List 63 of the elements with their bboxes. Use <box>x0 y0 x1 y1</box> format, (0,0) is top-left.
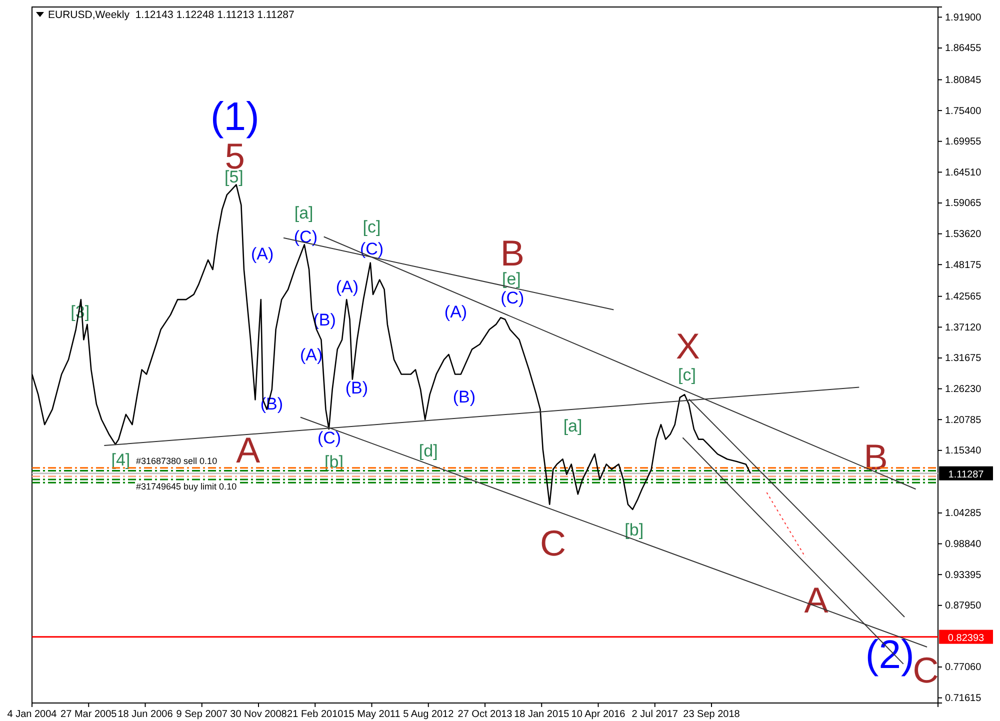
y-tick-label: 1.42565 <box>945 292 982 303</box>
annotation: (2) <box>865 633 914 677</box>
y-tick-label: 1.64510 <box>945 167 982 178</box>
y-tick-label: 1.91900 <box>945 12 982 24</box>
annotation: (C) <box>294 228 318 246</box>
x-tick-label: 4 Jan 2004 <box>7 709 58 720</box>
y-tick-label: 1.59065 <box>945 198 982 210</box>
y-tick-label: 1.80845 <box>945 74 982 86</box>
annotation: (B) <box>345 378 368 398</box>
annotation: [c] <box>362 218 381 236</box>
x-tick-label: 2 Jul 2017 <box>632 709 678 720</box>
y-tick-label: 1.37120 <box>945 322 982 334</box>
x-tick-label: 18 Jun 2006 <box>118 709 174 720</box>
ref-line-label: 0.82393 <box>948 632 985 644</box>
x-tick-label: 23 Sep 2018 <box>683 709 740 720</box>
x-tick-label: 15 May 2011 <box>343 709 401 720</box>
annotation: [b] <box>624 520 644 540</box>
x-tick-label: 18 Jan 2015 <box>514 709 570 720</box>
y-tick-label: 0.87950 <box>945 600 982 612</box>
ref-line-label: #31749645 buy limit 0.10 <box>136 481 237 492</box>
annotation: C <box>912 650 939 690</box>
annotation: (C) <box>360 240 384 258</box>
y-tick-label: 0.93395 <box>945 570 982 581</box>
annotation: (A) <box>250 244 274 264</box>
y-tick-label: 1.15340 <box>945 446 982 457</box>
y-tick-label: 1.53620 <box>945 228 982 240</box>
y-tick-label: 0.71615 <box>945 693 982 704</box>
annotation: [4] <box>111 450 130 470</box>
x-tick-label: 9 Sep 2007 <box>176 709 228 720</box>
y-tick-label: 1.31675 <box>945 353 982 364</box>
annotation: (1) <box>210 95 260 139</box>
annotation: [a] <box>563 416 582 436</box>
annotation: [d] <box>418 442 438 460</box>
y-tick-label: 1.86455 <box>945 43 982 54</box>
annotation: (A) <box>300 346 323 364</box>
annotation: [a] <box>294 204 314 222</box>
y-tick-label: 1.48175 <box>945 260 982 271</box>
annotation: (A) <box>336 278 359 296</box>
annotation: X <box>676 326 700 366</box>
annotation: (B) <box>452 388 476 406</box>
y-tick-label: 1.26230 <box>945 384 982 395</box>
ref-line-label: 1.11287 <box>948 469 984 480</box>
y-tick-label: 1.20785 <box>945 414 982 426</box>
annotation: (C) <box>500 288 524 308</box>
x-tick-label: 27 Oct 2013 <box>458 709 513 720</box>
x-tick-label: 27 Mar 2005 <box>60 709 118 720</box>
y-tick-label: 0.77060 <box>945 662 982 674</box>
ref-line-label: #31687380 sell 0.10 <box>136 456 218 466</box>
y-tick-label: 1.04285 <box>945 508 982 520</box>
annotation: A <box>236 430 260 470</box>
annotation: (C) <box>317 428 342 448</box>
annotation: (A) <box>444 302 468 322</box>
y-tick-label: 0.98840 <box>945 538 982 550</box>
annotation: B <box>864 436 888 478</box>
x-tick-label: 21 Feb 2010 <box>287 709 344 720</box>
x-tick-label: 5 Aug 2012 <box>403 709 454 720</box>
annotation: [c] <box>678 366 696 384</box>
chart-title: EURUSD,Weekly 1.12143 1.12248 1.11213 1.11287 <box>48 9 294 21</box>
y-tick-label: 1.69955 <box>945 136 982 148</box>
x-tick-label: 30 Nov 2008 <box>230 709 288 720</box>
y-tick-label: 1.75400 <box>945 106 982 117</box>
x-tick-label: 10 Apr 2016 <box>571 709 626 720</box>
annotation: C <box>540 522 566 564</box>
